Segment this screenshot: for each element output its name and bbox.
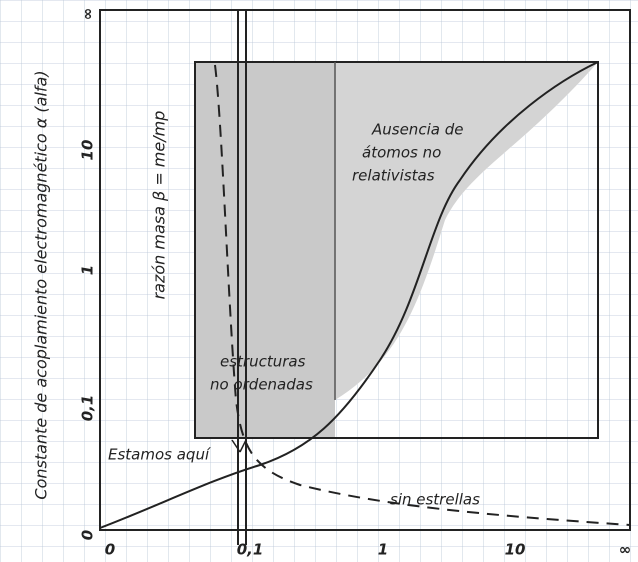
arrow [231,439,247,453]
x-tick: 10 [505,541,526,559]
inner-box [194,61,599,439]
x-axis-label: razón masa β = me/mp [150,111,169,300]
x-tick: 1 [378,541,388,559]
y-tick: 0,1 [79,395,97,422]
annotation: átomos no [362,144,441,162]
annotation: Estamos aquí [108,446,211,464]
shade-right [335,62,598,400]
y-tick: 0 [79,530,97,540]
annotation: no ordenadas [210,376,313,394]
alpha-curve [99,61,599,529]
annotation: Ausencia de [371,121,463,139]
plot-frame [99,9,631,531]
x-tick: ∞ [619,541,632,559]
stars-curve [214,64,631,526]
y-tick: 1 [79,265,97,275]
y-axis-label: Constante de acoplamiento electromagnéti… [32,70,51,499]
y-tick: 10 [79,140,97,161]
annotation: relativistas [352,167,435,185]
shade-left [195,62,335,438]
y-tick: ∞ [79,8,97,21]
x-tick: 0,1 [237,541,264,559]
annotation: estructuras [220,353,306,371]
x-tick: 0 [105,541,115,559]
annotation: sin estrellas [390,491,480,509]
